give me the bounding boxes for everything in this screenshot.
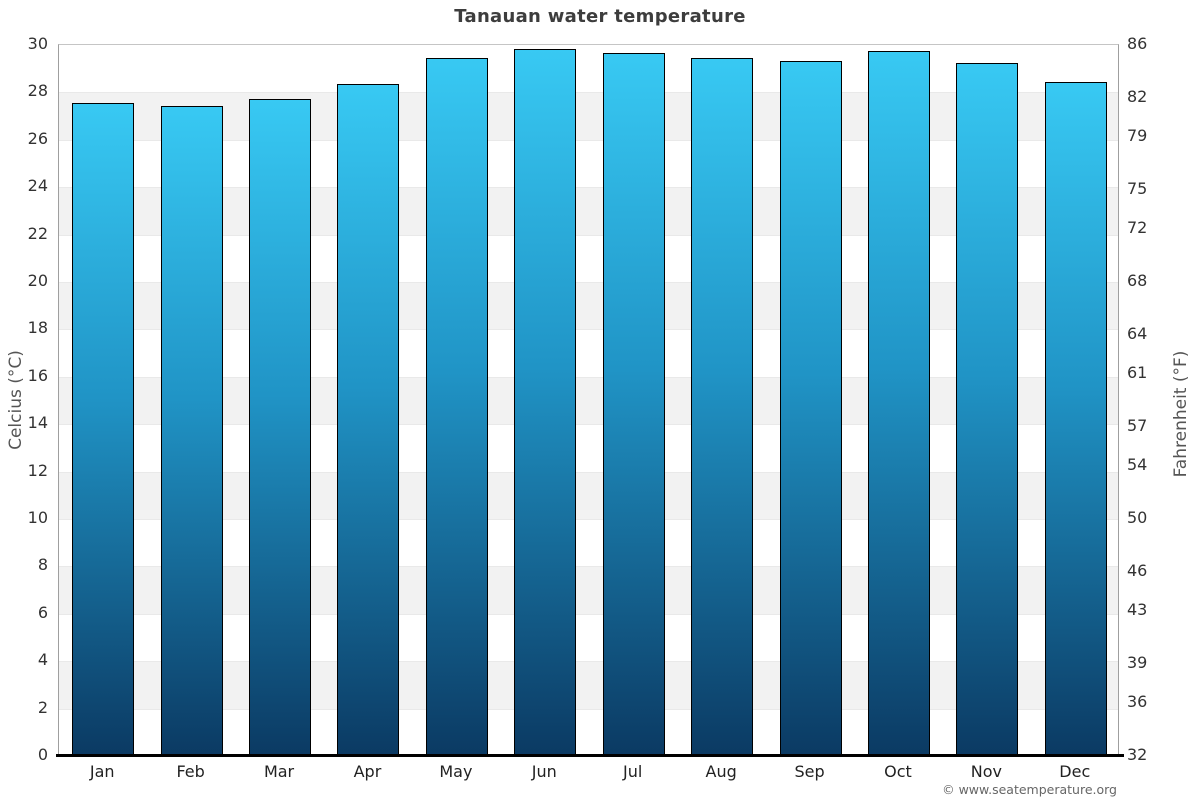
grid-band xyxy=(59,471,1118,519)
temperature-bar-oct xyxy=(867,51,930,755)
y-tick-fahrenheit: 68 xyxy=(1127,271,1148,290)
y-tick-fahrenheit: 54 xyxy=(1127,455,1148,475)
grid-band xyxy=(59,92,1118,140)
month-label-jun: Jun xyxy=(531,762,557,781)
temperature-bar-sep xyxy=(779,60,842,755)
grid-band xyxy=(59,376,1118,425)
x-axis-baseline xyxy=(56,753,1124,757)
month-label-sep: Sep xyxy=(794,762,825,781)
month-label-feb: Feb xyxy=(176,762,205,781)
y-tick-celsius: 16 xyxy=(27,365,48,385)
y-tick-celsius: 8 xyxy=(37,555,48,575)
y-tick-celsius: 30 xyxy=(27,34,48,53)
month-label-nov: Nov xyxy=(970,762,1002,781)
temperature-bar-dec xyxy=(1044,81,1107,755)
grid-band xyxy=(59,282,1118,330)
grid-band xyxy=(59,45,1118,93)
temperature-bar-feb xyxy=(160,105,223,755)
y-tick-celsius: 10 xyxy=(27,508,48,527)
month-label-dec: Dec xyxy=(1059,762,1091,781)
grid-band xyxy=(59,329,1118,377)
temperature-bar-jul xyxy=(602,53,665,755)
y-tick-fahrenheit: 82 xyxy=(1127,86,1148,106)
y-tick-celsius: 26 xyxy=(27,128,48,148)
y-tick-fahrenheit: 32 xyxy=(1127,745,1148,764)
temperature-bar-nov xyxy=(956,62,1019,755)
y-tick-fahrenheit: 75 xyxy=(1127,178,1148,198)
y-tick-celsius: 18 xyxy=(27,318,48,338)
y-tick-celsius: 22 xyxy=(27,223,48,243)
y-tick-celsius: 4 xyxy=(37,650,48,670)
grid-band xyxy=(59,613,1118,662)
temperature-bar-jun xyxy=(514,48,577,755)
y-tick-fahrenheit: 46 xyxy=(1127,560,1148,580)
y-tick-fahrenheit: 64 xyxy=(1127,323,1148,343)
plot-area xyxy=(58,44,1119,756)
temperature-bar-may xyxy=(425,58,488,755)
y-tick-fahrenheit: 61 xyxy=(1127,363,1148,383)
grid-band xyxy=(59,708,1118,756)
y-tick-celsius: 6 xyxy=(37,602,48,622)
temperature-bar-jan xyxy=(72,103,135,755)
chart-title: Tanauan water temperature xyxy=(454,6,746,27)
y-tick-fahrenheit: 86 xyxy=(1127,34,1148,53)
grid-band xyxy=(59,566,1118,614)
y-tick-celsius: 28 xyxy=(27,81,48,101)
y-tick-celsius: 24 xyxy=(27,176,48,196)
temperature-bar-mar xyxy=(249,98,312,755)
month-label-jan: Jan xyxy=(89,762,115,781)
y-tick-fahrenheit: 79 xyxy=(1127,126,1148,146)
y-tick-celsius: 14 xyxy=(27,413,48,433)
copyright-credit: © www.seatemperature.org xyxy=(942,782,1117,797)
y-tick-fahrenheit: 50 xyxy=(1127,508,1148,527)
y-tick-fahrenheit: 43 xyxy=(1127,600,1148,620)
y-tick-fahrenheit: 39 xyxy=(1127,652,1148,672)
grid-band xyxy=(59,234,1118,282)
month-label-jul: Jul xyxy=(623,762,643,781)
grid-band xyxy=(59,187,1118,235)
grid-band xyxy=(59,519,1118,567)
grid-band xyxy=(59,139,1118,188)
y-tick-fahrenheit: 72 xyxy=(1127,218,1148,238)
month-label-mar: Mar xyxy=(263,762,295,781)
temperature-bar-aug xyxy=(691,58,754,755)
grid-band xyxy=(59,661,1118,709)
month-label-apr: Apr xyxy=(353,762,382,781)
y-tick-celsius: 12 xyxy=(27,460,48,480)
y-tick-fahrenheit: 57 xyxy=(1127,415,1148,435)
grid-band xyxy=(59,424,1118,472)
celsius-axis-label: Celcius (°C) xyxy=(6,350,26,450)
month-label-aug: Aug xyxy=(705,762,737,781)
month-label-oct: Oct xyxy=(884,762,912,781)
y-tick-celsius: 20 xyxy=(27,271,48,290)
y-tick-celsius: 0 xyxy=(37,745,48,764)
month-label-may: May xyxy=(439,762,473,781)
y-tick-fahrenheit: 36 xyxy=(1127,692,1148,712)
y-tick-celsius: 2 xyxy=(37,697,48,717)
temperature-bar-apr xyxy=(337,84,400,755)
